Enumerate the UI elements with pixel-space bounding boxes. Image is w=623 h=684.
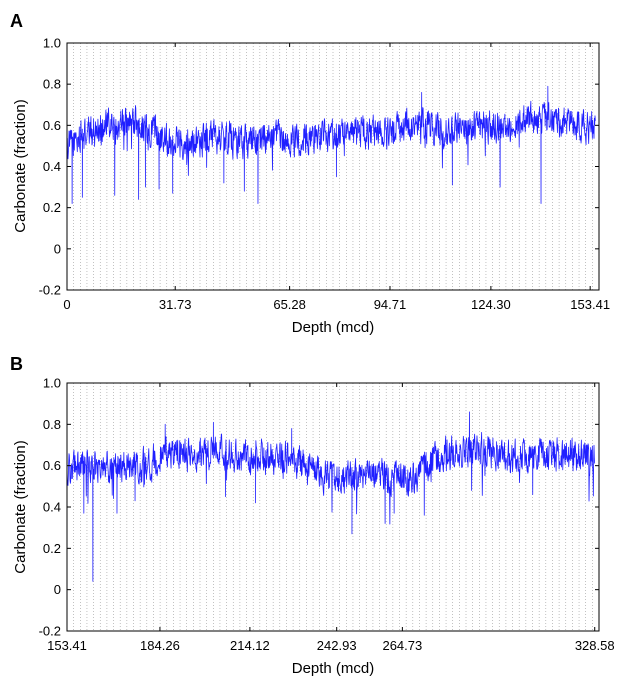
- grid: [73, 383, 593, 631]
- x-axis-title: Depth (mcd): [292, 660, 375, 677]
- x-axis-title: Depth (mcd): [292, 319, 375, 336]
- y-tick-label: -0.2: [39, 624, 61, 639]
- x-ticks: 153.41 184.26 214.12 242.93 264.73 328.58: [47, 383, 615, 653]
- y-tick-label: 0.4: [43, 500, 61, 515]
- y-tick-label: 0.6: [43, 118, 61, 133]
- y-tick-label: 0.8: [43, 417, 61, 432]
- y-axis-title: Carbonate (fraction): [12, 440, 29, 573]
- carbonate-line: [66, 85, 596, 204]
- carbonate-series: [66, 411, 596, 582]
- y-tick-label: 0: [54, 582, 61, 597]
- x-tick-label: 242.93: [317, 638, 357, 653]
- y-tick-label: -0.2: [39, 283, 61, 298]
- x-tick-label: 31.73: [159, 297, 192, 312]
- panel-label: B: [10, 354, 23, 374]
- y-tick-label: 1.0: [43, 376, 61, 391]
- x-tick-label: 184.26: [140, 638, 180, 653]
- x-tick-label: 264.73: [382, 638, 422, 653]
- y-tick-label: 0.6: [43, 458, 61, 473]
- x-tick-label: 214.12: [230, 638, 270, 653]
- x-tick-label: 94.71: [374, 297, 407, 312]
- carbonate-line: [66, 411, 596, 582]
- x-tick-label: 153.41: [570, 297, 610, 312]
- y-tick-label: 0.2: [43, 200, 61, 215]
- y-tick-label: 0.8: [43, 77, 61, 92]
- x-tick-label: 0: [63, 297, 70, 312]
- panel-label: A: [10, 11, 23, 31]
- y-ticks: -0.2 0 0.2 0.4 0.6 0.8 1.0: [39, 376, 599, 639]
- y-tick-label: 0.2: [43, 541, 61, 556]
- x-tick-label: 65.28: [273, 297, 306, 312]
- x-tick-label: 124.30: [471, 297, 511, 312]
- y-axis-title: Carbonate (fraction): [12, 99, 29, 232]
- panel-a: A -0.200.20.40.60.81.0 0 31.73 65.28 94.71 1…: [10, 11, 610, 336]
- y-ticks: -0.2 0 0.2 0.4 0.6 0.8 1.0: [39, 36, 599, 298]
- y-tick-label: 1.0: [43, 36, 61, 51]
- x-ticks: 0 31.73 65.28 94.71 124.30 153.41: [63, 43, 610, 312]
- y-tick-label: 0: [54, 241, 61, 256]
- x-tick-label: 328.58: [575, 638, 615, 653]
- grid: [73, 43, 593, 290]
- carbonate-series: [66, 85, 596, 204]
- y-tick-label: 0.4: [43, 159, 61, 174]
- panel-b: B -0.2 0 0.2 0.4 0.6 0.8 1.0 153.41 184.26 214.1…: [10, 354, 615, 677]
- x-tick-label: 153.41: [47, 638, 87, 653]
